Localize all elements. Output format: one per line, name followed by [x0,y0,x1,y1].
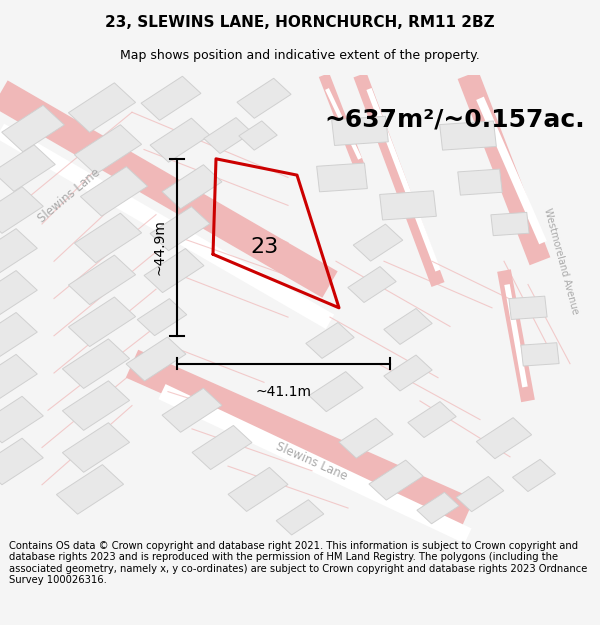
Polygon shape [144,249,204,292]
Polygon shape [192,426,252,469]
Polygon shape [162,388,222,432]
Text: Contains OS data © Crown copyright and database right 2021. This information is : Contains OS data © Crown copyright and d… [9,541,587,586]
Polygon shape [237,78,291,118]
Polygon shape [458,169,502,195]
Polygon shape [384,355,432,391]
Polygon shape [476,418,532,459]
Polygon shape [353,224,403,261]
Polygon shape [137,299,187,336]
Polygon shape [276,500,324,535]
Polygon shape [68,83,136,132]
Polygon shape [126,337,186,381]
Polygon shape [80,167,148,216]
Polygon shape [408,402,456,437]
Polygon shape [0,229,37,275]
Polygon shape [339,418,393,458]
Polygon shape [384,309,432,344]
Polygon shape [521,342,559,366]
Polygon shape [239,121,277,150]
Text: ~41.1m: ~41.1m [256,384,311,399]
Polygon shape [309,372,363,412]
Polygon shape [2,105,64,152]
Polygon shape [141,76,201,120]
Text: 23: 23 [250,238,278,258]
Polygon shape [0,312,37,359]
Polygon shape [440,121,496,150]
Polygon shape [491,213,529,236]
Text: ~44.9m: ~44.9m [152,219,166,275]
Polygon shape [74,213,142,262]
Polygon shape [512,459,556,491]
Polygon shape [150,118,210,162]
Text: ~637m²/~0.157ac.: ~637m²/~0.157ac. [324,107,584,132]
Polygon shape [68,255,136,304]
Polygon shape [62,381,130,431]
Polygon shape [332,116,388,146]
Text: Westmoreland Avenue: Westmoreland Avenue [542,207,580,316]
Polygon shape [62,422,130,472]
Polygon shape [509,296,547,319]
Text: Map shows position and indicative extent of the property.: Map shows position and indicative extent… [120,49,480,62]
Polygon shape [317,163,367,192]
Polygon shape [0,187,43,233]
Polygon shape [456,476,504,512]
Polygon shape [0,438,43,485]
Text: 23, SLEWINS LANE, HORNCHURCH, RM11 2BZ: 23, SLEWINS LANE, HORNCHURCH, RM11 2BZ [105,15,495,30]
Polygon shape [0,354,37,401]
Polygon shape [0,271,37,317]
Polygon shape [150,207,210,251]
Polygon shape [204,118,252,154]
Polygon shape [0,396,43,443]
Polygon shape [380,191,436,220]
Polygon shape [306,322,354,358]
Polygon shape [62,339,130,389]
Polygon shape [0,145,55,191]
Polygon shape [228,468,288,511]
Polygon shape [417,492,459,524]
Polygon shape [369,460,423,500]
Text: Slewins Lane: Slewins Lane [35,166,103,226]
Polygon shape [348,267,396,302]
Polygon shape [162,165,222,209]
Text: Slewins Lane: Slewins Lane [274,440,350,483]
Polygon shape [74,125,142,174]
Polygon shape [68,297,136,346]
Polygon shape [56,464,124,514]
